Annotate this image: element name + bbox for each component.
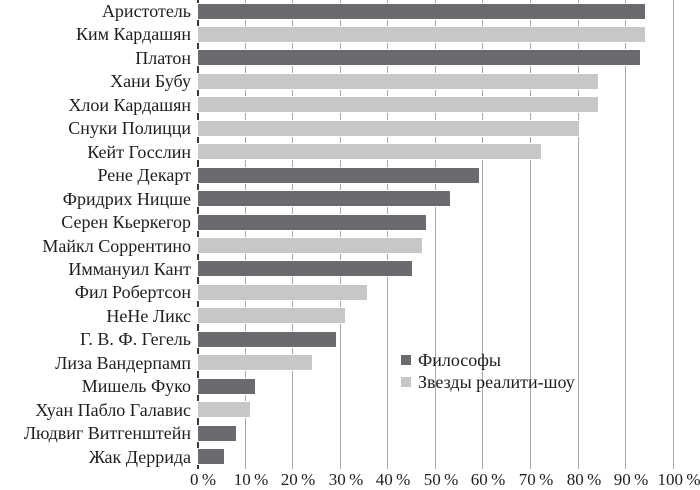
legend-item-philosophers: Философы [401,349,575,371]
bar [198,97,598,112]
category-label: Аристотель [101,1,191,21]
category-label: Ким Кардашян [76,24,191,44]
category-label: Снуки Полицци [68,118,191,138]
x-axis-tick: 90 % [613,470,649,489]
category-label: Рене Декарт [97,165,191,185]
gridline [245,0,246,469]
bar [198,4,645,19]
gridline [482,0,483,469]
gridline [530,0,531,469]
bar [198,168,479,183]
bar [198,332,336,347]
bar [198,27,645,42]
bar [198,308,345,323]
category-axis: Аристотель Ким Кардашян Платон Хани Бубу Хло… [0,0,191,469]
gridline [673,0,674,469]
plot-area [197,0,674,469]
gridline [387,0,388,469]
bar [198,261,412,276]
y-axis-line [197,0,199,469]
x-axis-tick: 80 % [566,470,602,489]
bar [198,191,450,206]
bar [198,215,426,230]
legend: Философы Звезды реалити-шоу [401,349,575,393]
legend-item-reality-stars: Звезды реалити-шоу [401,371,575,393]
bar [198,238,422,253]
x-axis-tick: 20 % [280,470,316,489]
legend-swatch-reality-stars [401,377,411,387]
category-label: Фил Робертсон [74,282,191,302]
x-axis-tick: 30 % [328,470,364,489]
x-axis-tick: 40 % [375,470,411,489]
x-axis: 0 % 10 % 20 % 30 % 40 % 50 % 60 % 70 % 80 % 90 % 1… [0,470,700,490]
category-label: Платон [135,48,191,68]
category-label: Жак Деррида [88,447,191,467]
bar [198,449,224,464]
x-axis-tick: 100 % [657,470,700,489]
bar [198,355,312,370]
x-axis-tick: 0 % [189,470,217,489]
category-label: Иммануил Кант [68,259,191,279]
legend-swatch-philosophers [401,355,411,365]
category-label: Г. В. Ф. Гегель [80,329,191,349]
gridline [435,0,436,469]
gridline [340,0,341,469]
category-label: Людвиг Витгенштейн [23,423,191,443]
bar [198,426,236,441]
category-label: Майкл Соррентино [42,236,191,256]
x-axis-tick: 60 % [470,470,506,489]
category-label: Фридрих Ницше [62,189,191,209]
bar [198,402,250,417]
gridline [292,0,293,469]
x-axis-tick: 70 % [518,470,554,489]
category-label: Хлои Кардашян [68,95,191,115]
category-label: Хуан Пабло Галавис [35,400,191,420]
category-label: Мишель Фуко [81,376,191,396]
category-label: Лиза Вандерпамп [55,353,191,373]
x-axis-tick: 50 % [423,470,459,489]
legend-label-reality-stars: Звезды реалити-шоу [418,371,575,392]
category-label: Кейт Госслин [87,142,191,162]
legend-label-philosophers: Философы [418,349,502,370]
gridline [625,0,626,469]
bar [198,74,598,89]
x-axis-tick: 10 % [233,470,269,489]
bar [198,121,579,136]
category-label: Серен Кьеркегор [61,212,191,232]
category-label: НеНе Ликс [106,306,191,326]
category-label: Хани Бубу [110,71,191,91]
bar [198,285,367,300]
bar [198,50,640,65]
bar [198,379,255,394]
bar [198,144,541,159]
gridline [578,0,579,469]
